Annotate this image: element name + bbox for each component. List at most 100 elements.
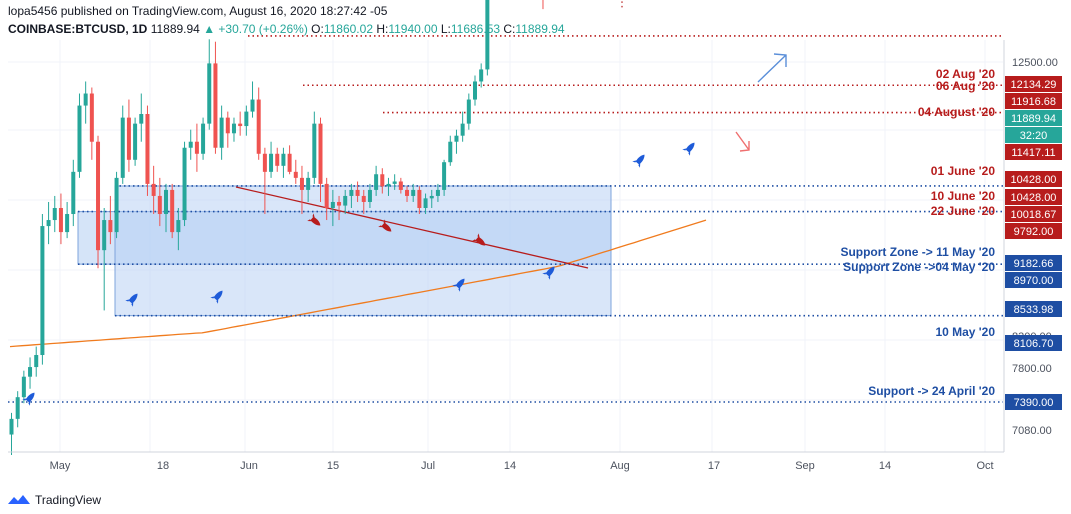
rocket-up-icon [210,290,223,304]
candle-body [83,93,88,106]
price-axis-badge-label: 8533.98 [1014,304,1054,316]
level-annotation-label: 06 Aug '20 [936,79,995,93]
time-axis-tick-label: 15 [327,460,339,472]
price-axis-badge-label: 7390.00 [1014,397,1054,409]
candle-body [207,63,212,124]
time-axis-tick-label: 18 [157,460,169,472]
candle-body [77,105,82,172]
candle-body [417,189,422,208]
candle-body [34,355,39,368]
price-axis-badge [1005,272,1062,288]
candle-body [164,189,168,215]
candle-body [238,123,243,127]
candle-body [52,207,57,221]
symbol-name[interactable]: COINBASE:BTCUSD, 1D [8,22,148,36]
bearish-arrow-icon [735,131,750,152]
rocket-up-icon [22,392,35,406]
descending-trendline [235,186,589,269]
price-axis-badge [1005,144,1062,160]
candle-body [89,93,94,142]
price-axis-tick-label: 7080.00 [1012,425,1052,437]
candle-body [392,181,397,184]
level-annotation-label: 04 August '20 [918,105,995,119]
price-axis-badge [1005,76,1062,92]
candle-body [219,117,224,148]
candle-body [306,177,311,190]
high-value: 11940.00 [388,22,438,36]
candle-body [367,189,372,202]
rocket-up-icon [125,293,138,307]
price-axis-badge-label: 10018.67 [1011,209,1057,221]
price-axis-badge-label: 11417.11 [1011,147,1055,159]
time-axis-tick-label: Aug [610,460,630,472]
open-label: O: [311,22,324,36]
price-axis-badge-label: 12134.29 [1011,79,1057,91]
price-axis-badge [1005,394,1062,410]
time-axis-tick-label: Jun [240,460,258,472]
price-axis-badge [1005,189,1062,205]
candle-body [15,397,20,419]
publisher-line: lopa5456 published on TradingView.com, A… [8,4,388,18]
candle-body [126,117,131,160]
candle-body [355,189,360,196]
candle-body [442,162,447,190]
candle-body [299,177,304,190]
candle-body [65,214,70,233]
candle-body [170,189,175,233]
level-annotation-label: 22 June '20 [931,204,996,218]
footer-brand: TradingView [8,493,101,507]
candle-body [330,201,335,208]
candle-body [318,123,323,184]
price-axis-tick-label: 7800.00 [1012,363,1052,375]
candle-body [466,99,471,124]
candle-body [244,111,249,127]
rocket-down-icon [472,233,486,246]
candle-body [398,181,403,190]
rocket-down-icon [307,213,321,226]
candle-body [281,153,286,166]
candle-body [194,141,199,154]
time-axis-tick-label: 14 [879,460,891,472]
bullish-arrow-icon [757,53,787,83]
candle-body [454,135,459,142]
candle-body [435,189,440,196]
level-annotation-label: Support -> 24 April '20 [868,384,995,398]
candle-body [21,376,26,398]
tradingview-logo-icon [8,495,30,504]
candle-body [275,153,280,166]
candle-body [485,0,490,70]
price-axis-badge [1005,206,1062,222]
price-axis-badge [1005,301,1062,317]
candle-body [293,171,298,178]
price-axis-badge-label: 8970.00 [1014,275,1054,287]
candle-body [145,114,150,184]
price-axis-badge [1005,223,1062,239]
candle-body [479,69,484,82]
candle-body [182,147,187,221]
candle-body [40,226,45,356]
price-axis-badge-label: 11916.68 [1011,96,1056,108]
candle-body [96,141,101,251]
candle-body [108,220,113,233]
candle-body [58,207,63,233]
candle-body [460,123,465,136]
candle-body [176,220,181,233]
candle-body [269,153,274,172]
candle-body [231,123,236,134]
price-axis-badge-label: 8106.70 [1014,338,1054,350]
candle-body [324,183,329,208]
low-label: L: [440,22,451,36]
candle-body [225,117,230,134]
candle-body [312,123,317,178]
candle-body [250,99,255,112]
candle-body [188,141,193,148]
open-value: 11860.02 [323,22,373,36]
last-price: 11889.94 [150,22,200,36]
chart-header: lopa5456 published on TradingView.com, A… [8,4,565,37]
time-axis-tick-label: 17 [708,460,720,472]
candle-body [337,201,342,206]
candle-body [361,195,366,202]
close-label: C: [503,22,516,36]
candle-body [287,153,292,172]
